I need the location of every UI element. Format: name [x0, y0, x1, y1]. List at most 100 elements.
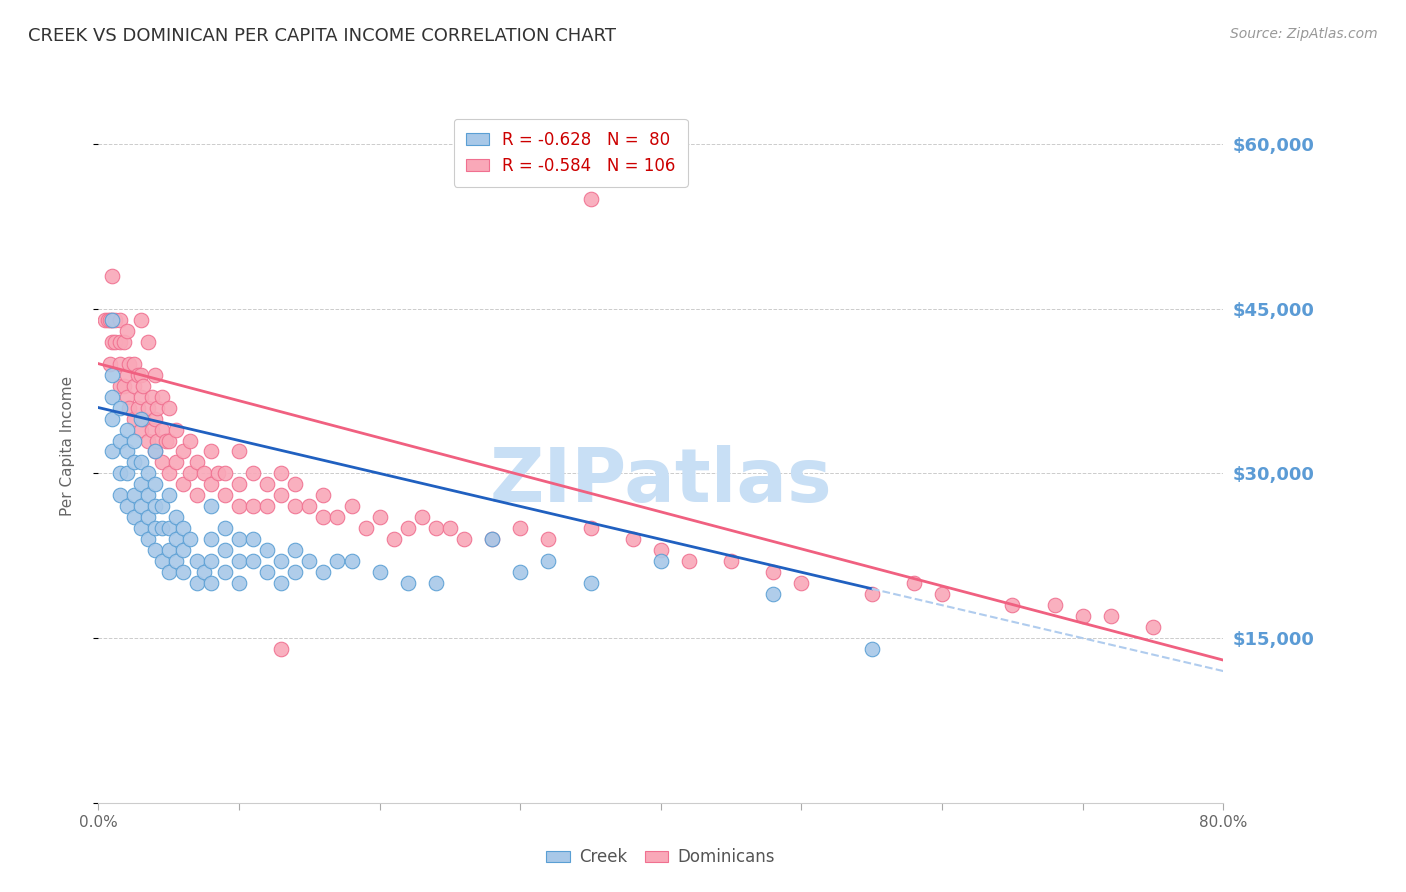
Point — [115, 368, 138, 382]
Point — [368, 510, 391, 524]
Point — [256, 500, 278, 514]
Point — [860, 587, 883, 601]
Point — [136, 434, 159, 448]
Point — [186, 488, 208, 502]
Point — [136, 334, 159, 349]
Point — [108, 378, 131, 392]
Point — [621, 533, 644, 547]
Point — [141, 390, 163, 404]
Point — [242, 533, 264, 547]
Point — [228, 444, 250, 458]
Point — [453, 533, 475, 547]
Point — [650, 543, 672, 558]
Point — [214, 543, 236, 558]
Legend: Creek, Dominicans: Creek, Dominicans — [540, 842, 782, 873]
Point — [312, 566, 335, 580]
Point — [172, 543, 194, 558]
Point — [136, 488, 159, 502]
Point — [150, 423, 173, 437]
Point — [122, 357, 145, 371]
Point — [146, 401, 169, 415]
Point — [903, 576, 925, 591]
Point — [143, 411, 166, 425]
Point — [579, 192, 602, 206]
Point — [108, 467, 131, 481]
Point — [129, 368, 152, 382]
Point — [200, 554, 222, 568]
Point — [122, 378, 145, 392]
Point — [193, 467, 215, 481]
Point — [101, 268, 124, 283]
Point — [108, 401, 131, 415]
Point — [200, 500, 222, 514]
Point — [193, 566, 215, 580]
Point — [122, 510, 145, 524]
Point — [172, 477, 194, 491]
Point — [136, 467, 159, 481]
Point — [127, 368, 149, 382]
Point — [108, 357, 131, 371]
Point — [98, 312, 121, 326]
Y-axis label: Per Capita Income: Per Capita Income — [60, 376, 75, 516]
Point — [284, 500, 307, 514]
Point — [165, 554, 187, 568]
Point — [762, 566, 785, 580]
Point — [104, 312, 127, 326]
Point — [112, 334, 135, 349]
Point — [122, 488, 145, 502]
Point — [720, 554, 742, 568]
Point — [157, 467, 180, 481]
Point — [396, 521, 419, 535]
Point — [242, 554, 264, 568]
Point — [115, 390, 138, 404]
Point — [108, 434, 131, 448]
Point — [284, 477, 307, 491]
Point — [1142, 620, 1164, 634]
Text: ZIPatlas: ZIPatlas — [489, 445, 832, 518]
Point — [537, 554, 560, 568]
Point — [270, 576, 292, 591]
Point — [157, 543, 180, 558]
Point — [186, 455, 208, 469]
Point — [579, 576, 602, 591]
Point — [425, 576, 447, 591]
Point — [200, 576, 222, 591]
Point — [108, 488, 131, 502]
Point — [537, 533, 560, 547]
Point — [129, 312, 152, 326]
Point — [127, 401, 149, 415]
Point — [256, 543, 278, 558]
Point — [481, 533, 503, 547]
Point — [143, 543, 166, 558]
Point — [101, 411, 124, 425]
Point — [284, 543, 307, 558]
Point — [509, 566, 531, 580]
Point — [270, 554, 292, 568]
Point — [143, 444, 166, 458]
Point — [108, 312, 131, 326]
Point — [256, 566, 278, 580]
Point — [101, 312, 124, 326]
Point — [228, 554, 250, 568]
Point — [172, 444, 194, 458]
Point — [150, 554, 173, 568]
Point — [1099, 609, 1122, 624]
Point — [228, 533, 250, 547]
Point — [312, 488, 335, 502]
Point — [340, 554, 363, 568]
Point — [115, 423, 138, 437]
Point — [214, 566, 236, 580]
Point — [132, 378, 155, 392]
Point — [411, 510, 433, 524]
Point — [270, 467, 292, 481]
Point — [242, 500, 264, 514]
Text: Source: ZipAtlas.com: Source: ZipAtlas.com — [1230, 27, 1378, 41]
Point — [228, 576, 250, 591]
Point — [136, 401, 159, 415]
Point — [118, 401, 141, 415]
Point — [115, 324, 138, 338]
Point — [115, 444, 138, 458]
Point — [228, 477, 250, 491]
Point — [186, 576, 208, 591]
Point — [326, 510, 349, 524]
